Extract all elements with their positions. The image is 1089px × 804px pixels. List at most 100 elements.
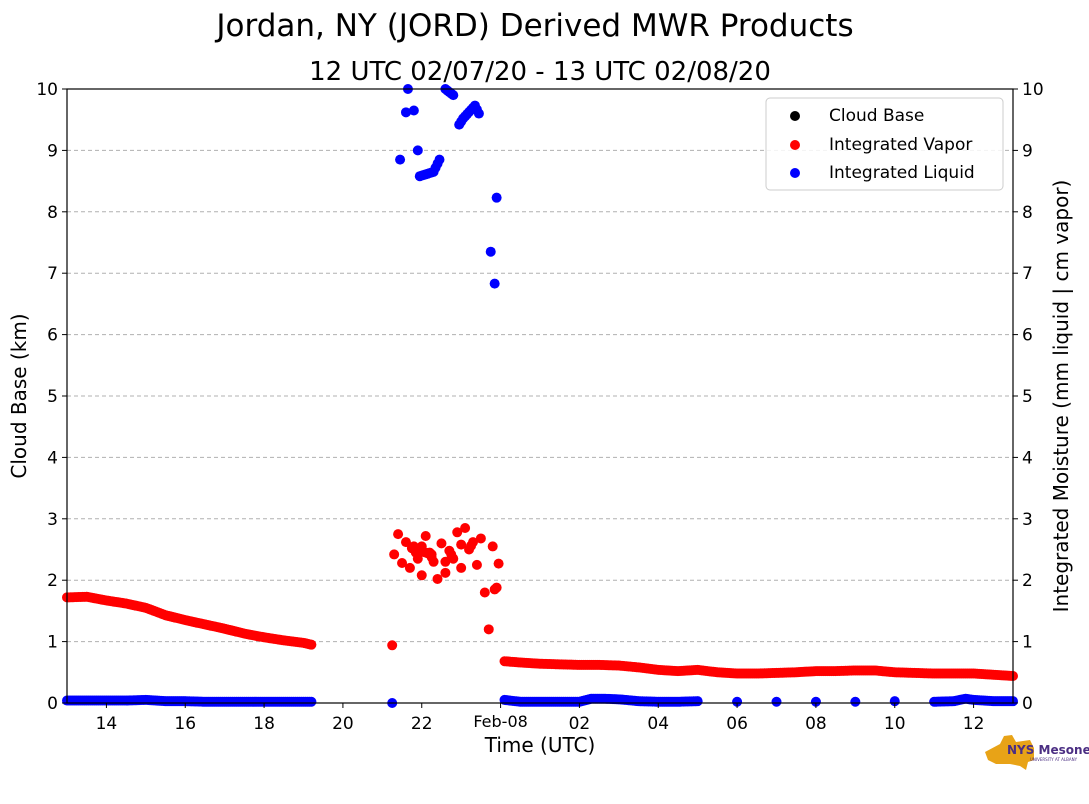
point-integrated-liquid-31	[491, 192, 502, 203]
x-tick-label-7: 04	[647, 714, 669, 734]
y-axis-label-left: Cloud Base (km)	[7, 313, 31, 478]
point-integrated-liquid-fill	[304, 696, 315, 707]
y-tick-label-right-10: 10	[1022, 80, 1044, 100]
point-integrated-liquid-fill	[432, 158, 443, 169]
y-tick-label-right-2: 2	[1022, 571, 1033, 591]
point-integrated-vapor-fill	[1006, 670, 1017, 681]
chart-subtitle: 12 UTC 02/07/20 - 13 UTC 02/08/20	[309, 57, 771, 87]
y-tick-label-right-7: 7	[1022, 264, 1033, 284]
y-tick-label-right-9: 9	[1022, 141, 1033, 161]
point-integrated-liquid-fill	[1006, 696, 1017, 707]
point-integrated-vapor-39	[483, 624, 494, 635]
point-integrated-vapor-14	[387, 640, 398, 651]
legend-marker-cloud-base	[790, 111, 800, 121]
legend-marker-integrated-liquid	[790, 168, 800, 178]
point-integrated-vapor-26	[432, 573, 443, 584]
point-integrated-vapor-42	[491, 582, 502, 593]
x-tick-label-2: 18	[253, 714, 275, 734]
point-integrated-vapor-17	[397, 558, 408, 569]
point-integrated-liquid-19	[412, 145, 423, 156]
point-integrated-liquid-44	[732, 696, 743, 707]
gridlines	[67, 149, 1013, 643]
x-tick-label-1: 16	[174, 714, 196, 734]
point-integrated-vapor-22	[416, 570, 427, 581]
point-integrated-vapor-33	[460, 523, 471, 534]
y-tick-label-right-4: 4	[1022, 448, 1033, 468]
point-integrated-vapor-19	[404, 562, 415, 573]
series-integrated-vapor	[62, 523, 1018, 681]
point-integrated-liquid-30	[489, 278, 500, 289]
point-integrated-liquid-15	[395, 154, 406, 165]
x-tick-label-6: 02	[569, 714, 591, 734]
point-integrated-liquid-46	[810, 696, 821, 707]
x-tick-label-10: 10	[884, 714, 906, 734]
point-integrated-vapor-43	[493, 558, 504, 569]
y-axis-ticks: 0 0 1 1 2 2 3 3 4 4 5 5 6 6 7 7 8 8 9 9 10 10	[36, 80, 1043, 714]
point-integrated-vapor-28	[440, 567, 451, 578]
x-tick-label-8: 06	[726, 714, 748, 734]
legend: Cloud Base Integrated Vapor Integrated L…	[765, 97, 1004, 191]
y-tick-label-left-5: 5	[47, 387, 58, 407]
legend-label-integrated-vapor: Integrated Vapor	[829, 135, 972, 155]
point-integrated-liquid-47	[850, 696, 861, 707]
y-tick-label-left-1: 1	[47, 633, 58, 653]
point-integrated-vapor-36	[471, 559, 482, 570]
y-tick-label-right-1: 1	[1022, 633, 1033, 653]
y-axis-label-right: Integrated Moisture (mm liquid | cm vapo…	[1049, 180, 1073, 613]
point-integrated-vapor-fill	[304, 639, 315, 650]
y-tick-label-left-2: 2	[47, 571, 58, 591]
logo-subtext: UNIVERSITY AT ALBANY	[1030, 757, 1078, 762]
y-tick-label-right-3: 3	[1022, 510, 1033, 530]
y-tick-label-right-5: 5	[1022, 387, 1033, 407]
y-tick-label-right-8: 8	[1022, 203, 1033, 223]
point-integrated-liquid-48	[889, 696, 900, 707]
x-axis-ticks: 14 16 18 20 22 Feb-08 02 04 06 08 10 12	[96, 703, 985, 734]
point-integrated-liquid-fill	[471, 104, 482, 115]
point-integrated-vapor-fill	[466, 540, 477, 551]
point-integrated-vapor-23	[420, 530, 431, 541]
y-tick-label-right-0: 0	[1022, 694, 1033, 714]
y-tick-label-left-7: 7	[47, 264, 58, 284]
logo-text: NYS Mesonet	[1007, 743, 1089, 757]
y-tick-label-left-10: 10	[36, 80, 58, 100]
x-tick-label-5: Feb-08	[473, 712, 527, 731]
point-integrated-vapor-37	[475, 533, 486, 544]
y-tick-label-left-6: 6	[47, 326, 58, 346]
point-integrated-liquid-45	[771, 696, 782, 707]
point-integrated-vapor-32	[456, 562, 467, 573]
legend-marker-integrated-vapor	[790, 140, 800, 150]
point-integrated-vapor-46	[456, 539, 467, 550]
x-axis-label: Time (UTC)	[484, 733, 596, 757]
y-tick-label-left-9: 9	[47, 141, 58, 161]
x-tick-label-9: 08	[805, 714, 827, 734]
x-tick-label-11: 12	[963, 714, 985, 734]
point-integrated-liquid-29	[485, 246, 496, 257]
point-integrated-vapor-45	[440, 556, 451, 567]
ny-state-shape	[985, 735, 1034, 770]
point-integrated-liquid-16	[400, 107, 411, 118]
y-tick-label-left-8: 8	[47, 203, 58, 223]
point-integrated-vapor-38	[479, 587, 490, 598]
point-integrated-vapor-40	[487, 541, 498, 552]
x-tick-label-0: 14	[96, 714, 118, 734]
x-tick-label-4: 22	[411, 714, 433, 734]
y-tick-label-left-3: 3	[47, 510, 58, 530]
legend-label-integrated-liquid: Integrated Liquid	[829, 163, 975, 183]
y-tick-label-left-4: 4	[47, 448, 58, 468]
point-integrated-vapor-16	[393, 529, 404, 540]
y-tick-label-left-0: 0	[47, 694, 58, 714]
legend-label-cloud-base: Cloud Base	[829, 106, 924, 126]
point-integrated-vapor-fill	[424, 548, 435, 559]
data-points	[62, 84, 1018, 708]
point-integrated-vapor-27	[436, 538, 447, 549]
x-tick-label-3: 20	[332, 714, 354, 734]
point-integrated-liquid-fill	[690, 696, 701, 707]
y-tick-label-right-6: 6	[1022, 326, 1033, 346]
point-integrated-liquid-fill	[446, 88, 457, 99]
point-integrated-vapor-31	[452, 527, 463, 538]
legend-box	[765, 97, 1004, 191]
point-integrated-liquid-18	[408, 105, 419, 116]
chart-title: Jordan, NY (JORD) Derived MWR Products	[214, 8, 853, 44]
point-integrated-vapor-15	[389, 549, 400, 560]
